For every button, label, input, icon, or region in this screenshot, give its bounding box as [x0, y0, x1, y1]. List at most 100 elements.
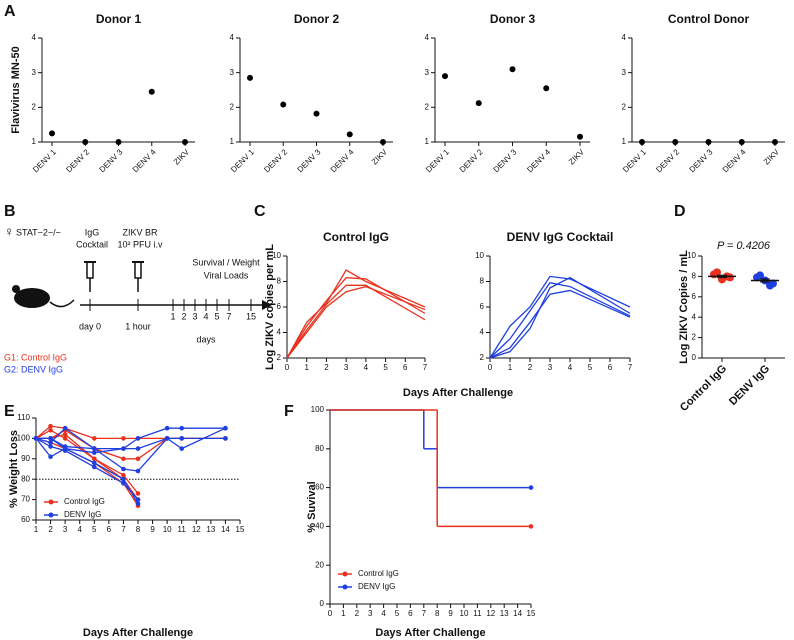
legend-label: Control IgG [64, 497, 105, 506]
y-axis-label: % Suvival [306, 481, 318, 532]
point [91, 436, 97, 441]
point [62, 436, 68, 441]
y-tick-label: 2 [622, 102, 627, 111]
y-tick-label: 3 [32, 68, 37, 77]
x-tick-label: 5 [395, 609, 400, 618]
chart: 2 4 6 8 10 0 1 2 3 4 5 6 7 DENV IgG Cocktail [475, 230, 633, 372]
legend-label: DENV IgG [358, 582, 395, 591]
chart: 1 2 3 4 DENV 1 DENV 2 DENV 3 DENV 4 ZIKV Donor 3 [424, 12, 590, 174]
y-tick-label: 4 [425, 33, 430, 42]
timeline-arrow [262, 300, 272, 310]
y-tick-label: 1 [230, 137, 235, 146]
legend-swatch [342, 571, 348, 577]
point [48, 454, 53, 460]
y-tick-label: 1 [622, 137, 627, 146]
x-tick-label: DENV 1 [621, 147, 648, 174]
y-tick-label: 1 [425, 137, 430, 146]
readout-label: Survival / Weight [192, 257, 260, 267]
x-tick-label: 1 [304, 363, 309, 372]
series-line [286, 269, 426, 359]
x-tick-label: DENV 3 [492, 147, 519, 174]
y-tick-label: 2 [230, 102, 235, 111]
x-tick-label: 7 [422, 609, 427, 618]
x-tick-label: DENV 4 [329, 147, 356, 174]
dot [82, 139, 89, 145]
y-tick-label: 10 [272, 251, 281, 260]
point [223, 436, 228, 441]
point [121, 472, 126, 478]
x-tick-label: DENV 2 [654, 147, 681, 174]
dot [442, 73, 448, 80]
point [33, 436, 39, 441]
chart-title: Control Donor [668, 12, 750, 26]
step-label: Cocktail [76, 239, 108, 249]
mouse-ear [12, 285, 20, 293]
y-tick-label: 6 [277, 302, 282, 311]
point [62, 446, 68, 451]
y-tick-label: 90 [21, 454, 30, 463]
x-tick-label: DENV 4 [525, 147, 552, 174]
chart: 1 2 3 4 DENV 1 DENV 2 DENV 3 DENV 4 ZIKV Donor 1 F… [10, 12, 195, 174]
panel-label: D [674, 203, 686, 220]
x-tick-label: 0 [488, 363, 493, 372]
chart: 1 2 3 4 DENV 1 DENV 2 DENV 3 DENV 4 ZIKV Donor 2 [229, 12, 393, 174]
x-tick-label: 0 [328, 609, 333, 618]
readout-label: Viral Loads [204, 270, 249, 280]
x-tick-label: 8 [435, 609, 440, 618]
dot [247, 74, 253, 81]
x-tick-label: DENV 3 [98, 147, 125, 174]
dot [738, 139, 745, 145]
dot [346, 131, 353, 138]
point [48, 440, 53, 445]
x-tick-label: 0 [285, 363, 290, 372]
y-tick-label: 1 [32, 137, 37, 146]
y-tick-label: 6 [480, 302, 485, 311]
series-line [286, 285, 426, 359]
dot [313, 110, 320, 117]
x-tick-label: DENV 1 [229, 147, 256, 174]
panel-label: E [4, 403, 15, 420]
dot [509, 66, 516, 73]
y-tick-label: 80 [21, 474, 30, 483]
timeline-label: 1 hour [125, 321, 151, 331]
x-tick-label: Control IgG [678, 363, 729, 414]
timeline-label: day 0 [79, 321, 101, 331]
y-axis-label: Flavivirus MN-50 [10, 46, 22, 133]
legend-label: Control IgG [358, 569, 399, 578]
legend-swatch [48, 512, 54, 518]
point [135, 436, 141, 441]
point [223, 425, 228, 431]
dot [148, 88, 155, 95]
chart-title: DENV IgG Cocktail [507, 230, 614, 244]
timeline-label: 2 [181, 311, 186, 321]
y-tick-label: 4 [480, 328, 485, 337]
timeline-label: 4 [203, 311, 208, 321]
panel-label: F [284, 403, 294, 420]
y-axis-label: % Weight Loss [8, 430, 20, 508]
timeline-label: 7 [226, 311, 231, 321]
point [121, 436, 126, 441]
x-axis-label: Days After Challenge [403, 387, 513, 399]
dot [672, 139, 679, 145]
panel-label: B [4, 203, 16, 220]
x-tick-label: 7 [423, 363, 428, 372]
y-tick-label: 8 [277, 277, 282, 286]
x-tick-label: 1 [508, 363, 513, 372]
dot [705, 139, 712, 145]
panel-label: A [4, 3, 16, 20]
y-tick-label: 8 [480, 277, 485, 286]
y-tick-label: 4 [692, 312, 697, 321]
x-tick-label: 12 [192, 525, 201, 534]
x-tick-label: 4 [568, 363, 573, 372]
y-tick-label: 4 [277, 328, 282, 337]
x-tick-label: 12 [486, 609, 495, 618]
x-tick-label: 7 [628, 363, 633, 372]
timeline-label: 3 [192, 311, 197, 321]
point [121, 476, 126, 482]
y-tick-label: 60 [315, 483, 324, 492]
x-tick-label: 1 [34, 525, 39, 534]
x-tick-label: 3 [344, 363, 349, 372]
dot [475, 100, 482, 107]
